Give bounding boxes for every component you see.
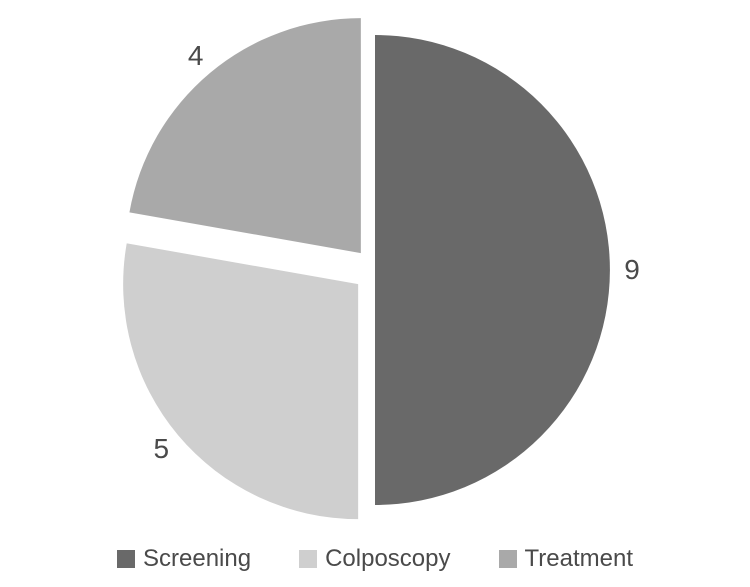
pie-chart-svg — [0, 0, 750, 587]
pie-slice-colposcopy — [123, 243, 358, 519]
pie-slice-screening — [375, 35, 610, 505]
slice-label-colposcopy: 5 — [153, 433, 169, 465]
legend-swatch — [117, 550, 135, 568]
slice-label-treatment: 4 — [188, 40, 204, 72]
pie-slice-treatment — [129, 18, 360, 253]
legend-label: Screening — [143, 545, 251, 573]
legend-label: Treatment — [525, 545, 633, 573]
legend-label: Colposcopy — [325, 545, 450, 573]
legend-item-treatment: Treatment — [499, 545, 633, 573]
pie-chart-container: Screening Colposcopy Treatment 9 5 4 — [0, 0, 750, 587]
legend: Screening Colposcopy Treatment — [0, 545, 750, 573]
legend-swatch — [499, 550, 517, 568]
legend-item-colposcopy: Colposcopy — [299, 545, 450, 573]
slice-label-screening: 9 — [624, 254, 640, 286]
legend-item-screening: Screening — [117, 545, 251, 573]
legend-swatch — [299, 550, 317, 568]
